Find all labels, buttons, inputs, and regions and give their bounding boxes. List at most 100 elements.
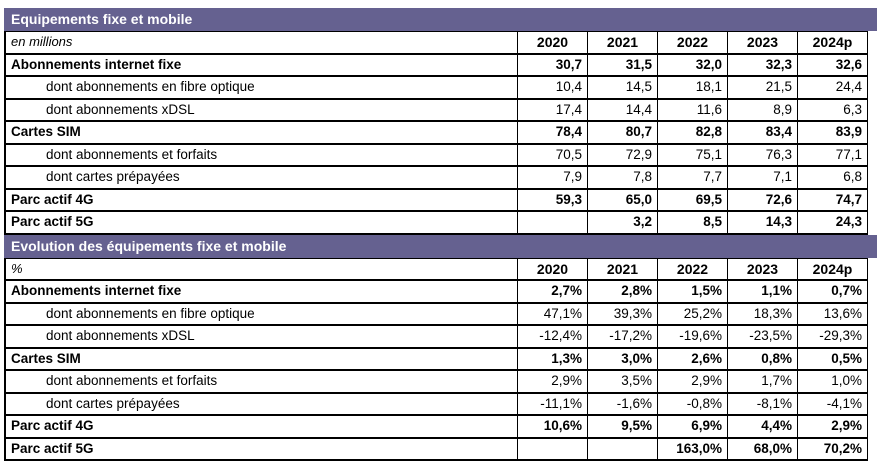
value-cell: 3,0% <box>587 348 657 369</box>
row-label: Abonnements internet fixe <box>11 56 182 72</box>
value-cell: 1,7% <box>727 371 797 392</box>
data-grid-equipements: en millions 2020 2021 2022 2023 2024p Abonneme… <box>4 31 868 235</box>
value-cell: 70,2% <box>797 438 867 459</box>
value-cell: 30,7 <box>517 54 587 75</box>
year-header-row: en millions 2020 2021 2022 2023 2024p <box>6 32 867 55</box>
value-cell <box>517 438 587 459</box>
value-cell: 47,1% <box>517 303 587 324</box>
value-cell: 2,6% <box>657 348 727 369</box>
value-cell: 2,9% <box>797 416 867 437</box>
row-label: dont abonnements xDSL <box>46 328 195 343</box>
row-label: Cartes SIM <box>11 124 81 139</box>
table-row: Cartes SIM 1,3% 3,0% 2,6% 0,8% 0,5% <box>6 348 867 371</box>
value-cell: 3,5% <box>587 371 657 392</box>
value-cell: 83,4 <box>727 122 797 143</box>
value-cell: 1,3% <box>517 348 587 369</box>
value-cell: 4,4% <box>727 416 797 437</box>
value-cell: 78,4 <box>517 122 587 143</box>
table-row: Parc actif 4G 10,6% 9,5% 6,9% 4,4% 2,9% <box>6 416 867 439</box>
section-equipements: Equipements fixe et mobile en millions 20… <box>4 8 879 235</box>
value-cell <box>517 212 587 233</box>
value-cell: 18,3% <box>727 303 797 324</box>
section-title: Equipements fixe et mobile <box>11 11 193 27</box>
value-cell: 59,3 <box>517 189 587 210</box>
value-cell: 18,1 <box>657 77 727 98</box>
value-cell: 9,5% <box>587 416 657 437</box>
value-cell: 6,8 <box>797 167 867 188</box>
value-cell: 7,9 <box>517 167 587 188</box>
year-header-cell: 2020 <box>517 32 587 53</box>
year-header-cell: 2023 <box>727 32 797 53</box>
table-row: dont abonnements xDSL 17,4 14,4 11,6 8,9 6,3 <box>6 99 867 122</box>
value-cell: 72,6 <box>727 189 797 210</box>
value-cell: 24,3 <box>797 212 867 233</box>
section-title-bar: Evolution des équipements fixe et mobile <box>4 234 877 258</box>
value-cell: 2,7% <box>517 281 587 302</box>
value-cell: 72,9 <box>587 144 657 165</box>
value-cell: 24,4 <box>797 77 867 98</box>
value-cell: 17,4 <box>517 99 587 120</box>
year-header-cell: 2023 <box>727 258 797 279</box>
row-label: Cartes SIM <box>11 350 81 366</box>
table-row: Cartes SIM 78,4 80,7 82,8 83,4 83,9 <box>6 122 867 145</box>
table-row: Parc actif 5G 163,0% 68,0% 70,2% <box>6 438 867 461</box>
value-cell: 1,1% <box>727 281 797 302</box>
table-row: dont abonnements xDSL -12,4% -17,2% -19,6% -… <box>6 326 867 349</box>
value-cell: -12,4% <box>517 326 587 347</box>
table-row: dont abonnements et forfaits 2,9% 3,5% 2,9%… <box>6 371 867 394</box>
table-row: dont cartes prépayées 7,9 7,8 7,7 7,1 6,8 <box>6 167 867 190</box>
value-cell: -17,2% <box>587 326 657 347</box>
value-cell: 70,5 <box>517 144 587 165</box>
value-cell: 14,3 <box>727 212 797 233</box>
value-cell: 2,9% <box>657 371 727 392</box>
value-cell: 2,9% <box>517 371 587 392</box>
value-cell <box>587 438 657 459</box>
value-cell: -1,6% <box>587 393 657 414</box>
value-cell: 10,6% <box>517 416 587 437</box>
row-label: dont abonnements xDSL <box>46 101 195 117</box>
unit-label: % <box>11 260 23 276</box>
year-header-cell: 2024p <box>797 258 867 279</box>
row-label: dont abonnements en fibre optique <box>46 305 255 321</box>
value-cell: 77,1 <box>797 144 867 165</box>
row-label: dont cartes prépayées <box>46 395 180 411</box>
value-cell: 32,0 <box>657 54 727 75</box>
value-cell: -8,1% <box>727 393 797 414</box>
section-evolution: Evolution des équipements fixe et mobile… <box>4 234 879 461</box>
value-cell: 11,6 <box>657 99 727 120</box>
table-row: Abonnements internet fixe 30,7 31,5 32,0 32,… <box>6 54 867 77</box>
value-cell: 8,9 <box>727 99 797 120</box>
row-label: Parc actif 4G <box>11 191 94 207</box>
year-header-cell: 2022 <box>657 32 727 53</box>
value-cell: 7,8 <box>587 167 657 188</box>
value-cell: -11,1% <box>517 393 587 414</box>
value-cell: -0,8% <box>657 393 727 414</box>
row-label: Abonnements internet fixe <box>11 283 182 298</box>
row-label: Parc actif 5G <box>11 214 94 229</box>
value-cell: 10,4 <box>517 77 587 98</box>
year-header-cell: 2021 <box>587 258 657 279</box>
value-cell: 68,0% <box>727 438 797 459</box>
table-row: dont abonnements et forfaits 70,5 72,9 75,1… <box>6 144 867 167</box>
value-cell: 74,7 <box>797 189 867 210</box>
value-cell: 83,9 <box>797 122 867 143</box>
row-label: dont cartes prépayées <box>46 169 180 184</box>
value-cell: 0,7% <box>797 281 867 302</box>
value-cell: 14,5 <box>587 77 657 98</box>
value-cell: 69,5 <box>657 189 727 210</box>
year-header-cell: 2021 <box>587 32 657 53</box>
unit-label: en millions <box>11 34 73 49</box>
table-row: dont cartes prépayées -11,1% -1,6% -0,8% -8,… <box>6 393 867 416</box>
data-grid-evolution: % 2020 2021 2022 2023 2024p Abonnements intern… <box>4 257 868 461</box>
value-cell: -29,3% <box>797 326 867 347</box>
value-cell: 32,3 <box>727 54 797 75</box>
year-header-cell: 2020 <box>517 258 587 279</box>
row-label: Parc actif 4G <box>11 418 94 433</box>
value-cell: 75,1 <box>657 144 727 165</box>
year-header-cell: 2022 <box>657 258 727 279</box>
value-cell: 8,5 <box>657 212 727 233</box>
value-cell: 6,3 <box>797 99 867 120</box>
value-cell: 13,6% <box>797 303 867 324</box>
section-title-bar: Equipements fixe et mobile <box>4 8 877 31</box>
value-cell: 3,2 <box>587 212 657 233</box>
